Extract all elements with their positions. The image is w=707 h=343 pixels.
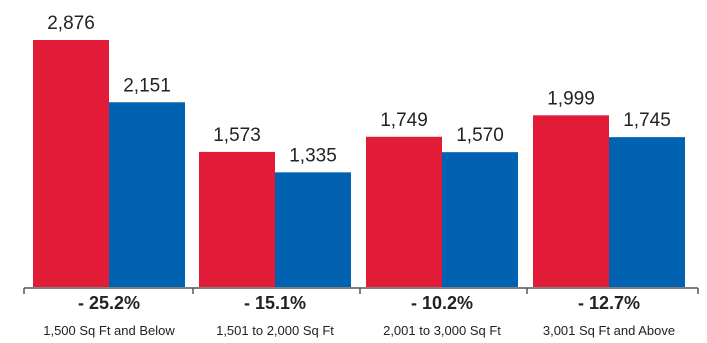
category-label-1: 1,500 Sq Ft and Below — [43, 323, 175, 338]
change-label-3: - 10.2% — [411, 293, 473, 313]
bar-red-2 — [199, 151, 275, 287]
value-label-blue-4: 1,745 — [623, 110, 671, 131]
bar-blue-4 — [609, 137, 685, 287]
value-label-red-1: 2,876 — [47, 13, 95, 34]
change-label-2: - 15.1% — [244, 293, 306, 313]
value-label-red-3: 1,749 — [380, 110, 428, 131]
value-label-red-2: 1,573 — [213, 125, 261, 146]
change-labels-layer: - 25.2% - 15.1% - 10.2% - 12.7% — [78, 293, 640, 313]
bar-blue-1 — [109, 102, 185, 288]
category-labels-layer: 1,500 Sq Ft and Below 1,501 to 2,000 Sq F… — [43, 323, 675, 338]
value-label-blue-2: 1,335 — [289, 145, 337, 166]
value-label-blue-1: 2,151 — [123, 75, 171, 96]
bar-red-1 — [33, 40, 109, 287]
category-label-3: 2,001 to 3,000 Sq Ft — [383, 323, 501, 338]
bar-blue-3 — [442, 152, 518, 287]
value-labels-layer: 2,876 2,151 1,573 1,335 1,749 1,570 1,999 1,745 — [47, 13, 671, 166]
value-label-red-4: 1,999 — [547, 88, 595, 109]
bar-red-4 — [533, 115, 609, 287]
value-label-blue-3: 1,570 — [456, 125, 504, 146]
bar-red-3 — [366, 136, 442, 287]
axis-layer — [23, 287, 699, 294]
bar-blue-2 — [275, 172, 351, 287]
bars-layer — [33, 40, 685, 288]
category-label-2: 1,501 to 2,000 Sq Ft — [216, 323, 334, 338]
category-label-4: 3,001 Sq Ft and Above — [543, 323, 675, 338]
change-label-1: - 25.2% — [78, 293, 140, 313]
change-label-4: - 12.7% — [578, 293, 640, 313]
